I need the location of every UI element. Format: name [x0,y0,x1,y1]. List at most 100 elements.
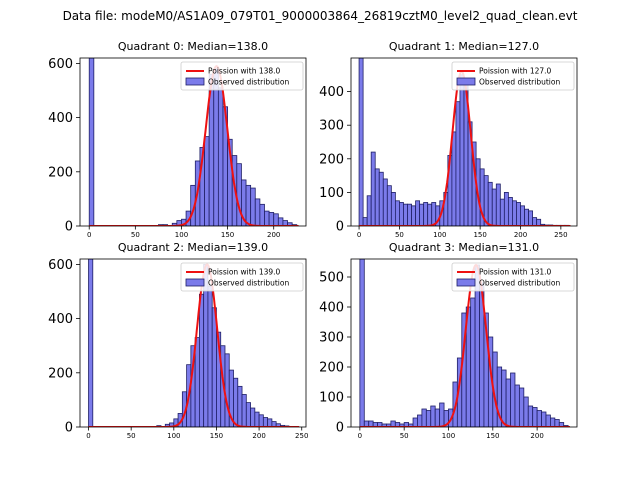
histogram-bar [403,203,408,226]
histogram-bar [514,384,520,427]
histogram-bar [528,210,534,226]
histogram-bar [470,297,476,427]
histogram-bar [503,191,509,226]
figure-suptitle: Data file: modeM0/AS1A09_079T01_90000038… [63,9,578,23]
y-tick-label: 400 [319,301,344,316]
legend-bars-label: Observed distribution [208,78,289,87]
histogram-bar [277,217,284,226]
y-tick-label: 400 [319,85,344,100]
histogram-bar [554,419,560,427]
histogram-bar [505,378,511,427]
legend: Poission with 131.0 Observed distribution [451,262,575,292]
legend-fit-label: Poission with 138.0 [208,67,281,76]
x-tick-label: 100 [175,231,188,239]
legend-fit-label: Poission with 139.0 [208,268,281,277]
axes-frame [79,57,307,227]
axes-frame [350,258,578,428]
y-tick-label: 200 [319,152,344,167]
histogram-bar [501,369,507,427]
histogram-bar [378,171,384,226]
histogram-bar [358,58,364,226]
histogram-bar [259,203,265,226]
poisson-fit-line [88,263,300,427]
x-tick-label: 0 [87,231,91,239]
histogram-bar [264,210,270,226]
poisson-fit-line [89,64,299,226]
x-tick-label: 0 [358,432,362,440]
legend-bars-swatch [185,278,205,287]
y-tick-label: 0 [65,421,73,436]
legend-box [451,262,575,292]
histogram-bar [88,58,95,226]
histogram-bar [254,198,261,226]
x-tick-label: 50 [131,231,140,239]
histogram-bar [213,68,219,226]
histogram-bar [411,205,416,226]
histogram-bar [390,191,396,226]
histogram-bar [536,218,542,226]
histogram-bar [194,337,200,427]
histogram-bar [211,307,217,427]
histogram-bar [507,197,513,226]
histogram-bar [518,387,525,427]
histogram-bar [362,217,368,226]
y-tick-label: 200 [48,165,73,180]
y-tick-label: 100 [319,186,344,201]
histogram-bar [254,411,260,427]
panel-3: Quadrant 3: Median=131.00100200300400500… [319,241,578,440]
histogram-bar [523,396,529,427]
histogram-bar [88,259,94,427]
histogram-bar [455,101,461,226]
histogram-bar [374,168,380,226]
x-tick-label: 50 [127,432,136,440]
legend-bars-label: Observed distribution [479,78,560,87]
legend: Poission with 139.0 Observed distribution [180,262,304,292]
histogram-bar [394,200,400,226]
x-tick-label: 250 [295,432,308,440]
histogram-bar [217,87,224,226]
histogram-bar [512,200,517,226]
histogram-bar [487,181,493,226]
y-tick-label: 200 [319,361,344,376]
panel-2: Quadrant 2: Median=139.0 0 200 400 600 0 50 100… [48,241,308,440]
histogram-bar [258,414,264,427]
histogram-bar [273,213,279,226]
histogram-bar [415,200,421,226]
legend-bars-swatch [456,77,476,86]
histogram-bar [224,353,230,427]
histogram-bar [370,151,376,226]
y-tick-label: 0 [336,421,344,436]
y-tick-label: 300 [319,119,344,134]
x-tick-label: 200 [530,432,543,440]
x-tick-label: 100 [442,432,455,440]
panel-title: Quadrant 1: Median=127.0 [389,40,539,53]
poisson-fit-line [359,263,570,427]
legend: Poission with 127.0 Observed distribution [451,61,575,91]
histogram-bar [541,411,547,427]
x-tick-label: 0 [86,432,90,440]
y-tick-label: 0 [65,220,73,235]
y-tick-label: 200 [48,366,73,381]
histogram-bar [427,203,433,226]
plot-area [88,259,300,427]
x-tick-label: 50 [400,432,409,440]
panel-0: Quadrant 0: Median=138.0 0 200 400 600 0 50 100… [48,40,307,239]
histogram-bar [236,163,242,226]
legend-box [180,61,304,91]
histogram-bar [524,208,529,226]
histogram-bar [516,202,521,226]
x-tick-label: 150 [473,231,486,239]
y-tick-label: 300 [319,331,344,346]
histogram-bar [419,203,425,226]
x-tick-label: 150 [210,432,223,440]
histogram-bar [207,285,213,427]
plot-area [88,58,299,226]
histogram-bar [536,410,542,427]
histogram-bar [558,422,565,427]
y-tick-label: 600 [48,57,73,72]
panel-1: Quadrant 1: Median=127.0 0 100 200 300 400 0 50… [319,40,578,239]
histogram-bar [359,259,365,427]
histogram-bar [431,202,437,226]
x-tick-label: 100 [167,432,180,440]
